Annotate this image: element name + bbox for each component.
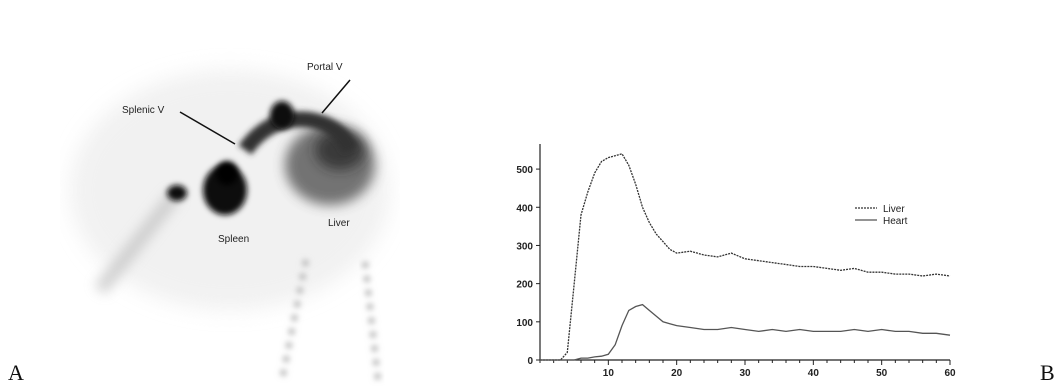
label-portal-v: Portal V xyxy=(307,62,343,73)
y-tick-label: 300 xyxy=(516,241,533,252)
chart-axes: 0 100 200 300 400 500 10 20 30 40 50 60 xyxy=(516,144,956,379)
label-spleen: Spleen xyxy=(218,234,249,245)
x-tick-label: 30 xyxy=(739,368,751,379)
streak-left xyxy=(94,190,181,295)
y-tick-label: 500 xyxy=(516,165,533,176)
series-line-heart xyxy=(540,303,951,361)
x-tick-label: 60 xyxy=(944,368,956,379)
scintigraphy-image: Portal V Splenic V Spleen Liver xyxy=(70,62,390,381)
y-tick-label: 100 xyxy=(516,318,533,329)
label-liver: Liver xyxy=(328,218,350,229)
portal-vein xyxy=(238,111,358,155)
series-line-liver xyxy=(540,153,951,361)
portal-blob xyxy=(270,101,294,129)
x-tick-label: 50 xyxy=(876,368,888,379)
legend-label-liver: Liver xyxy=(883,204,905,215)
streak-right xyxy=(362,261,381,381)
y-tick-label: 200 xyxy=(516,280,533,291)
x-tick-label: 10 xyxy=(603,368,615,379)
panel-letter-b: B xyxy=(1040,360,1055,385)
y-tick-label: 400 xyxy=(516,203,533,214)
streak-mid xyxy=(279,259,309,381)
spleen-upper xyxy=(216,161,238,185)
x-tick-label: 20 xyxy=(671,368,683,379)
panel-letter-a: A xyxy=(8,360,24,385)
legend-label-heart: Heart xyxy=(883,216,908,227)
y-tick-label: 0 xyxy=(527,356,533,367)
x-tick-label: 40 xyxy=(808,368,820,379)
splenic-pointer xyxy=(179,111,236,145)
chart-series xyxy=(540,153,951,361)
label-splenic-v: Splenic V xyxy=(122,105,165,116)
portal-pointer xyxy=(321,79,351,114)
left-blob xyxy=(167,185,187,201)
